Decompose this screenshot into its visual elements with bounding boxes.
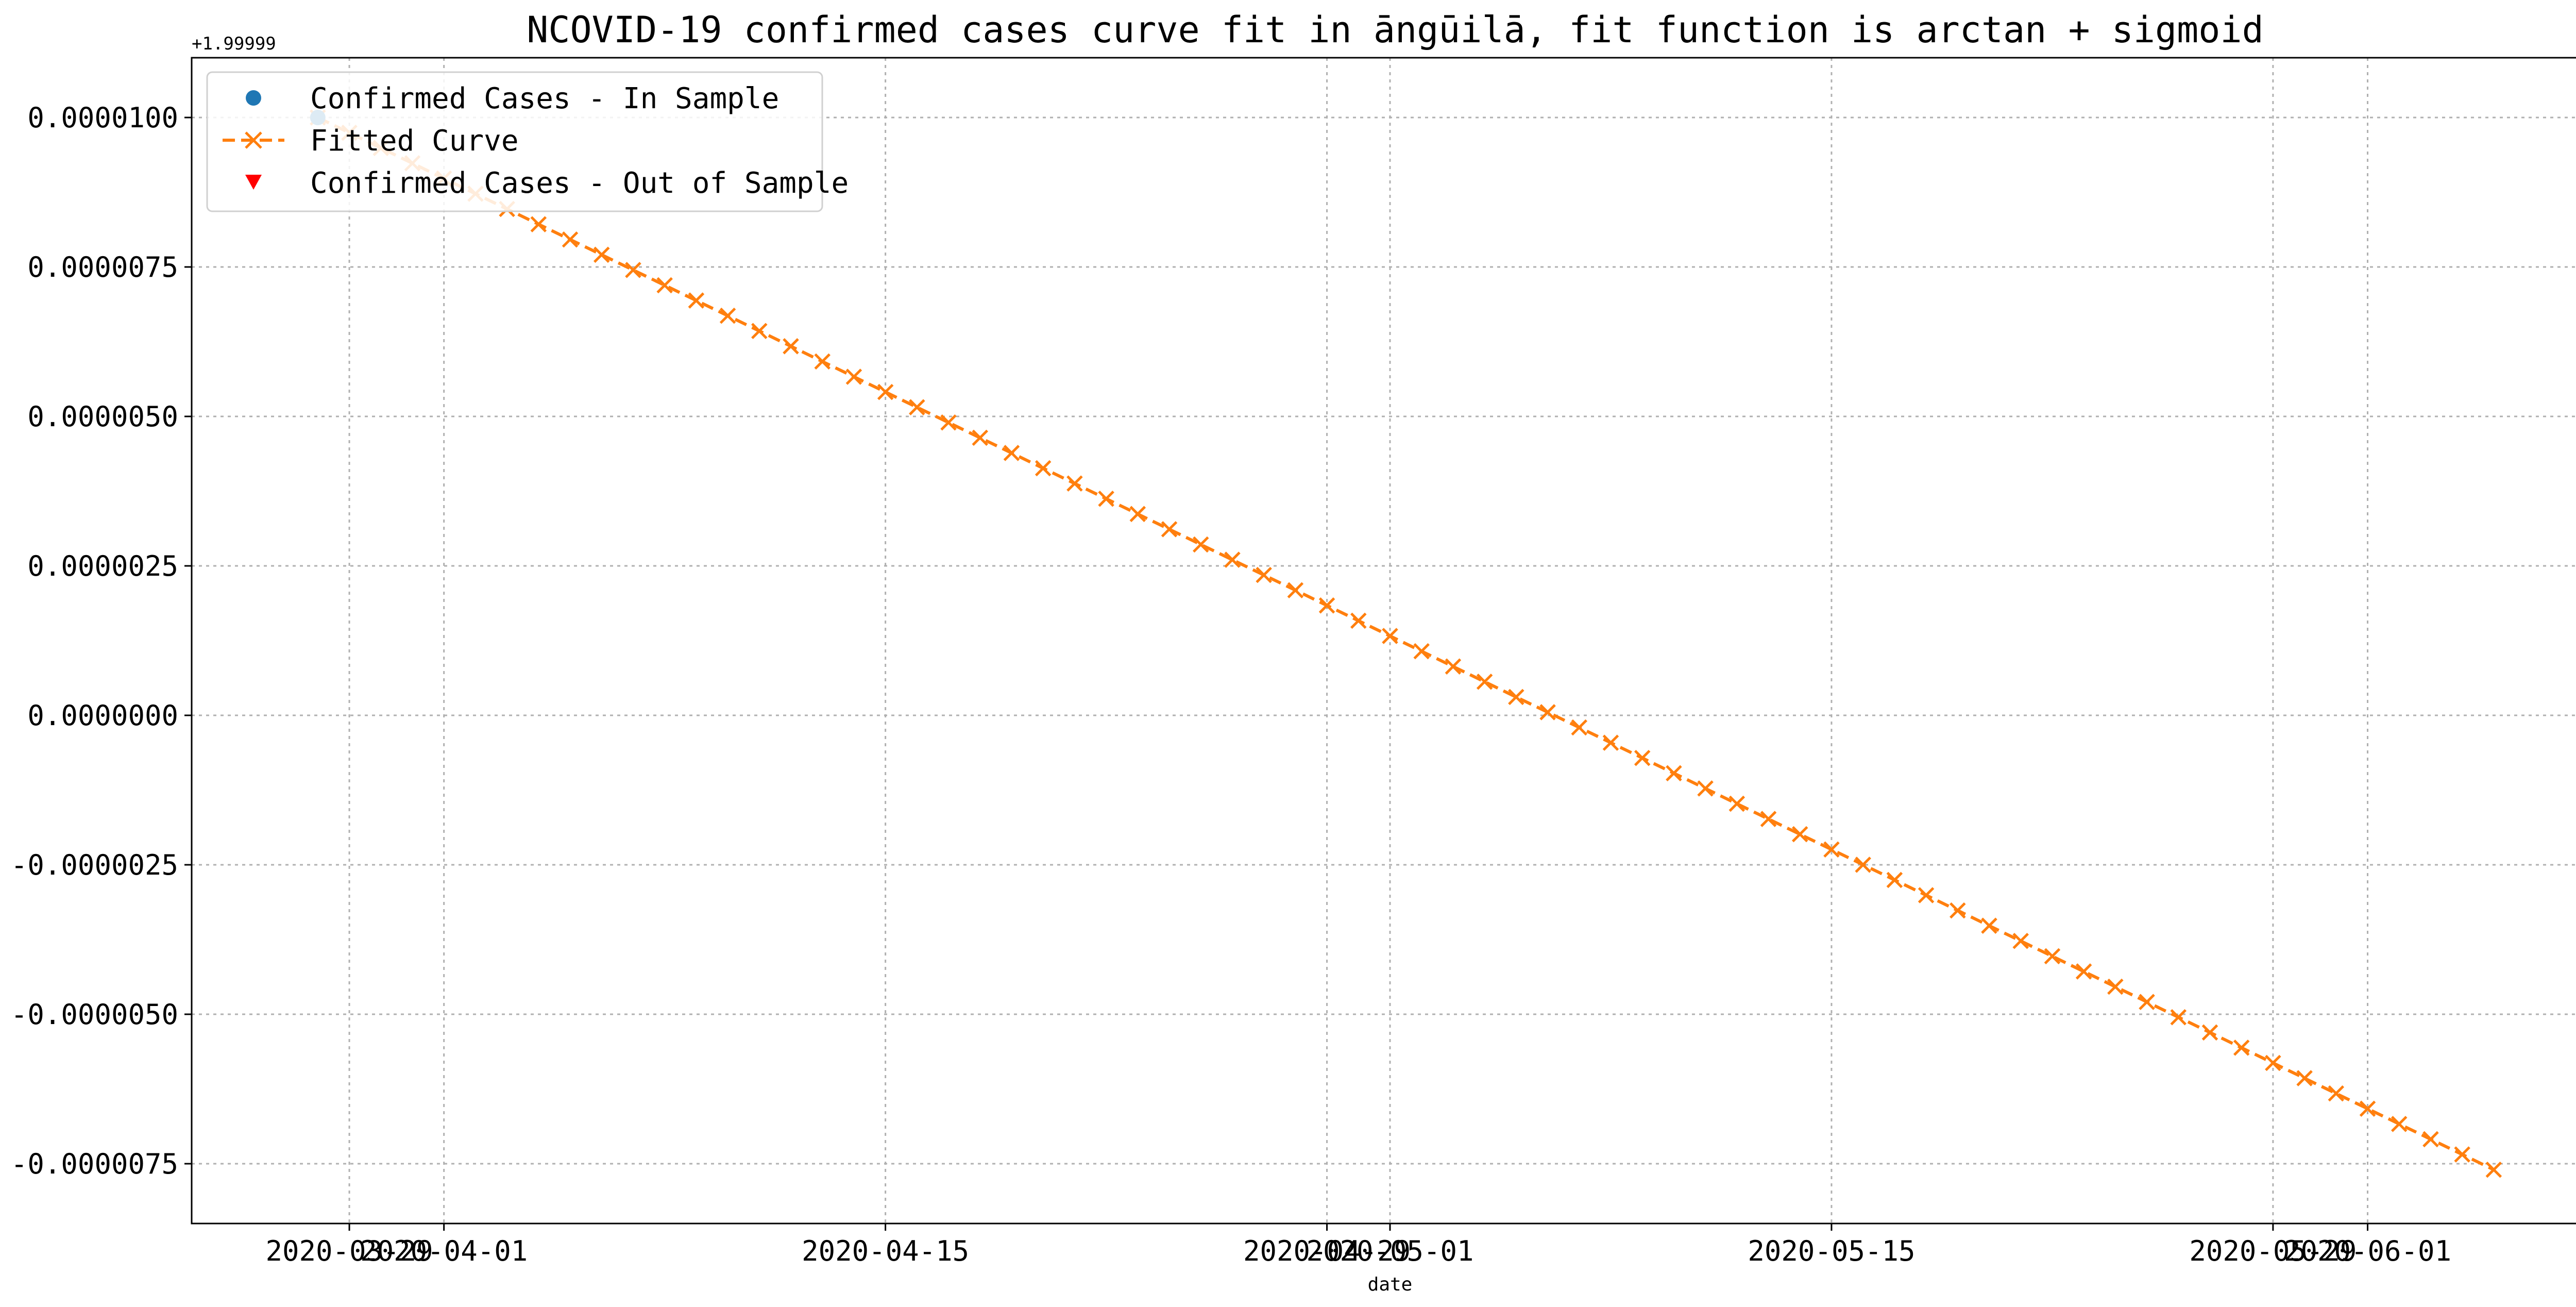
fitted-curve-point: [530, 216, 547, 232]
fitted-curve-point: [2107, 978, 2124, 995]
fitted-curve-point: [1192, 536, 1209, 553]
fitted-curve-point: [1855, 857, 1871, 873]
fitted-curve-point: [1098, 490, 1114, 507]
fitted-curve-point: [2012, 933, 2029, 949]
y-tick-label: 0.0000100: [27, 102, 178, 134]
fitted-curve-point: [1287, 582, 1304, 599]
fitted-curve-point: [1350, 612, 1367, 629]
y-tick-label: 0.0000000: [27, 699, 178, 732]
grid: [192, 58, 2576, 1224]
legend: Confirmed Cases - In Sample Fitted Curve…: [206, 71, 849, 212]
fitted-curve-point: [1066, 475, 1083, 492]
x-tick-label: 2020-05-29: [2189, 1235, 2357, 1267]
fitted-curve-point: [940, 414, 957, 431]
fitted-curve-point: [1445, 658, 1462, 675]
fitted-curve-point: [656, 277, 673, 294]
legend-label-out-sample: Confirmed Cases - Out of Sample: [310, 166, 849, 200]
fitted-curve-point: [1003, 445, 1020, 461]
fitted-curve-point: [1129, 506, 1146, 523]
fitted-curve-point: [1666, 765, 1682, 782]
legend-marker-out-sample: [245, 175, 262, 190]
fitted-curve-point: [1602, 734, 1619, 751]
legend-label-in-sample: Confirmed Cases - In Sample: [310, 82, 779, 115]
fitted-curve-point: [2265, 1054, 2281, 1071]
fitted-curve-point: [1539, 704, 1556, 720]
x-tick-label: 2020-05-15: [1748, 1235, 1915, 1267]
fitted-curve-point: [625, 262, 641, 278]
legend-label-fitted: Fitted Curve: [310, 124, 519, 158]
fitted-curve-point: [1508, 689, 1524, 706]
x-tick-label: 2020-06-01: [2284, 1235, 2451, 1267]
y-tick-label: 0.0000075: [27, 251, 178, 283]
fitted-curve-point: [2201, 1024, 2218, 1041]
fitted-curve-point: [719, 307, 736, 324]
fitted-curve-point: [2139, 994, 2155, 1010]
y-tick-label: 0.0000025: [27, 550, 178, 582]
x-tick-label: 2020-04-15: [802, 1235, 969, 1267]
fitted-curve-point: [2454, 1146, 2470, 1163]
legend-marker-in-sample: [246, 90, 261, 106]
x-tick-label: 2020-04-01: [360, 1235, 528, 1267]
fitted-curve-point: [1791, 826, 1808, 843]
fitted-curve-point: [909, 399, 925, 415]
fitted-curve-point: [1728, 795, 1745, 812]
chart-title: NCOVID-19 confirmed cases curve fit in ā…: [527, 9, 2263, 51]
fitted-curve-point: [1823, 841, 1840, 858]
fitted-curve-point: [783, 338, 799, 355]
fitted-curve-point: [1571, 719, 1588, 736]
fitted-curve-point: [2328, 1085, 2345, 1102]
fitted-curve-point: [1697, 780, 1714, 797]
fitted-curve-point: [1886, 872, 1903, 889]
x-tick-label: 2020-05-01: [1306, 1235, 1473, 1267]
fitted-curve-point: [1256, 566, 1272, 583]
fitted-curve-point: [1035, 460, 1052, 477]
fitted-curve-point: [845, 368, 862, 385]
y-tick-label: -0.0000050: [11, 998, 178, 1031]
fitted-curve-point: [2391, 1116, 2408, 1132]
fitted-curve-point: [2422, 1131, 2439, 1148]
fitted-curve-point: [751, 323, 768, 340]
plot-area: [310, 109, 2502, 1178]
fitted-curve-point: [688, 292, 705, 309]
legend-box: [206, 71, 823, 212]
fitted-curve-point: [1981, 917, 1997, 934]
y-tick-label: -0.0000025: [11, 849, 178, 881]
y-tick-label: -0.0000075: [11, 1148, 178, 1180]
fitted-curve-point: [877, 383, 894, 400]
fitted-curve-point: [2296, 1070, 2313, 1086]
fitted-curve-point: [1918, 887, 1935, 903]
fitted-curve-point: [2170, 1009, 2187, 1026]
y-offset-label: +1.99999: [192, 33, 276, 54]
fitted-curve-point: [1476, 674, 1493, 690]
y-tick-label: 0.0000050: [27, 400, 178, 433]
fitted-curve-point: [1413, 643, 1430, 660]
fitted-curve-point: [1161, 521, 1178, 538]
fitted-curve-point: [1634, 749, 1651, 766]
fitted-curve-point: [2044, 948, 2061, 965]
fitted-curve-point: [1382, 628, 1398, 644]
fitted-curve-point: [593, 246, 610, 263]
fitted-curve-line: [317, 116, 2495, 1171]
fitted-curve-point: [1224, 551, 1241, 568]
fitted-curve-point: [1760, 811, 1777, 827]
fitted-curve-point: [2075, 963, 2092, 980]
fitted-curve-point: [2233, 1040, 2250, 1056]
fitted-curve-point: [562, 231, 579, 248]
legend-marker-fitted: [245, 131, 262, 149]
fitted-curve-point: [1318, 597, 1335, 614]
fitted-curve-point: [1950, 902, 1966, 919]
fitted-curve-point: [2359, 1100, 2376, 1117]
fitted-curve-point: [2485, 1161, 2502, 1178]
fitted-curve-point: [972, 429, 989, 446]
x-tick-label: 2020-03-29: [265, 1235, 433, 1267]
x-tick-label: 2020-04-29: [1243, 1235, 1411, 1267]
x-axis-label: date: [1368, 1274, 1413, 1295]
fitted-curve-point: [814, 353, 831, 370]
